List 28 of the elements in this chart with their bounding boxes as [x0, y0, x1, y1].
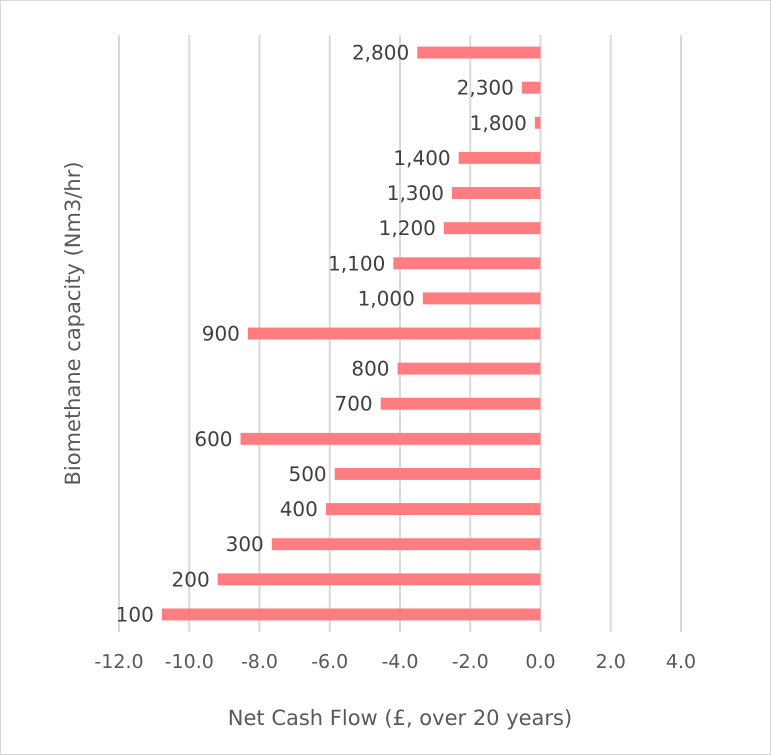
x-tick-label: -12.0: [94, 651, 144, 673]
y-tick-label: 900: [202, 322, 240, 346]
y-tick-label: 1,300: [386, 181, 444, 206]
y-tick-label: 800: [351, 356, 390, 381]
y-axis-title: Biomethane capacity (Nm3/hr): [61, 161, 85, 486]
y-tick-label: 1,800: [470, 110, 527, 135]
y-tick-label: 2,300: [456, 76, 514, 100]
y-tick-label: 100: [116, 602, 154, 626]
y-tick-label: 400: [280, 497, 318, 522]
y-tick-label: 1,100: [328, 251, 386, 276]
x-tick-label: 2.0: [596, 651, 626, 673]
y-tick-label: 500: [288, 462, 327, 486]
x-axis-title: Net Cash Flow (£, over 20 years): [228, 706, 572, 730]
x-tick-label: -2.0: [452, 651, 489, 673]
x-tick-label: -8.0: [240, 651, 278, 673]
x-tick-label: 0.0: [525, 651, 556, 673]
x-tick-label: 4.0: [666, 651, 696, 673]
y-tick-label: 600: [194, 426, 233, 451]
x-tick-label: -6.0: [311, 651, 348, 673]
x-tick-label: -10.0: [164, 651, 214, 673]
y-tick-label: 1,000: [358, 286, 415, 310]
x-tick-label: -4.0: [381, 651, 419, 673]
y-tick-label: 700: [334, 392, 373, 416]
y-tick-label: 1,200: [378, 216, 436, 240]
y-tick-label: 2,800: [352, 40, 410, 65]
y-tick-label: 300: [226, 532, 264, 556]
y-tick-label: 200: [172, 567, 210, 592]
y-tick-label: 1,400: [393, 146, 451, 170]
